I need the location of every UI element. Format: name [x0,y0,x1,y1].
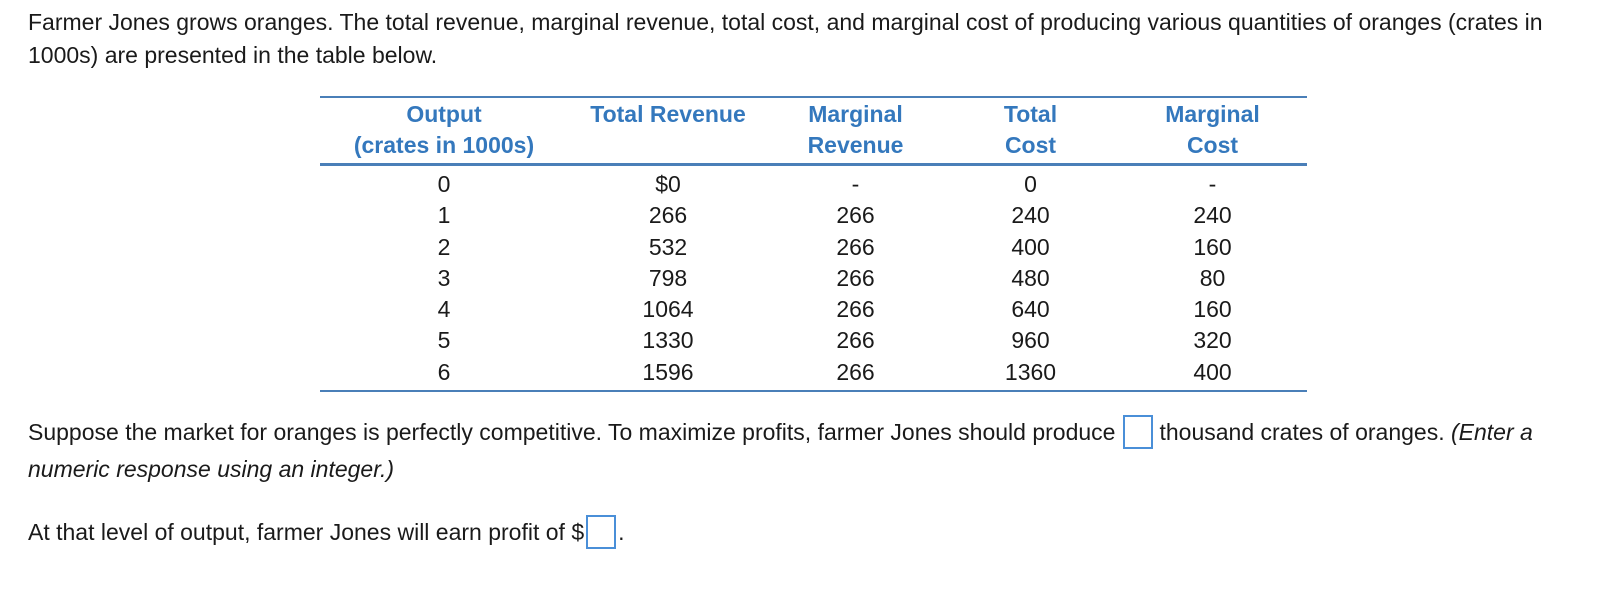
cell-marginal-revenue: 266 [836,327,875,354]
cell-output: 5 [437,327,451,354]
question1-hint: (Enter a numeric response using an integ… [28,419,1533,482]
cell-total-revenue: 1330 [642,327,694,354]
output-answer-input[interactable] [1123,414,1154,449]
cell-output: 1 [437,202,451,229]
table-row: 0 $0 - 0 - [320,165,1307,201]
header-marginal-revenue: Marginal Revenue [807,101,904,158]
cell-marginal-cost: 240 [1193,202,1232,229]
cell-marginal-revenue: 266 [836,202,875,229]
revenue-cost-table: Output (crates in 1000s) Total Revenue Ma… [320,96,1307,392]
cell-marginal-revenue: 266 [836,233,875,260]
cell-total-revenue: 266 [648,202,688,229]
cell-marginal-revenue: 266 [836,358,875,385]
cell-marginal-cost: 160 [1193,233,1232,260]
table-row: 1 266 266 240 240 [320,200,1307,231]
profit-answer-input[interactable] [586,514,617,549]
question1-text: Suppose the market for oranges is perfec… [28,419,1116,445]
cell-total-cost: 240 [1011,202,1050,229]
table-row: 4 1064 266 640 160 [320,294,1307,325]
cell-total-cost: 960 [1011,327,1050,354]
header-total-revenue: Total Revenue [590,101,746,127]
question1-text-after: thousand crates of oranges. [1159,419,1445,445]
question2-text: At that level of output, farmer Jones wi… [28,519,585,545]
cell-total-revenue: 798 [648,264,688,291]
cell-marginal-cost: 320 [1193,327,1232,354]
cell-total-cost: 0 [1024,171,1037,197]
table-row: 6 1596 266 1360 400 [320,357,1307,392]
table-header-row: Output (crates in 1000s) Total Revenue Ma… [320,97,1307,165]
table-row: 5 1330 266 960 320 [320,325,1307,356]
cell-marginal-cost: 80 [1199,264,1226,291]
table-row: 2 532 266 400 160 [320,232,1307,263]
cell-marginal-revenue: - [851,171,860,197]
cell-marginal-cost: - [1208,171,1217,197]
cell-output: 3 [437,264,451,291]
cell-total-revenue: 1596 [642,358,694,385]
cell-marginal-revenue: 266 [836,296,875,323]
cell-marginal-revenue: 266 [836,264,875,291]
cell-output: 4 [437,296,451,323]
cell-output: 2 [437,233,451,260]
cell-marginal-cost: 400 [1193,358,1232,385]
question2-text-after: . [618,519,625,545]
cell-total-revenue: 532 [648,233,688,260]
cell-total-cost: 640 [1011,296,1050,323]
cell-total-cost: 1360 [1004,358,1057,385]
problem-intro: Farmer Jones grows oranges. The total re… [28,9,1543,68]
cell-total-revenue: 1064 [642,296,694,323]
question-profit: At that level of output, farmer Jones wi… [28,514,625,551]
cell-total-cost: 400 [1011,233,1050,260]
header-marginal-cost: Marginal Cost [1165,101,1260,158]
cell-output: 0 [437,171,451,197]
cell-total-revenue: $0 [655,171,681,197]
header-output: Output (crates in 1000s) [353,101,535,158]
header-total-cost: Total Cost [1003,101,1058,158]
cell-total-cost: 480 [1011,264,1050,291]
question-output-level: Suppose the market for oranges is perfec… [28,414,1588,487]
table-row: 3 798 266 480 80 [320,263,1307,294]
cell-marginal-cost: 160 [1193,296,1232,323]
cell-output: 6 [437,358,451,385]
